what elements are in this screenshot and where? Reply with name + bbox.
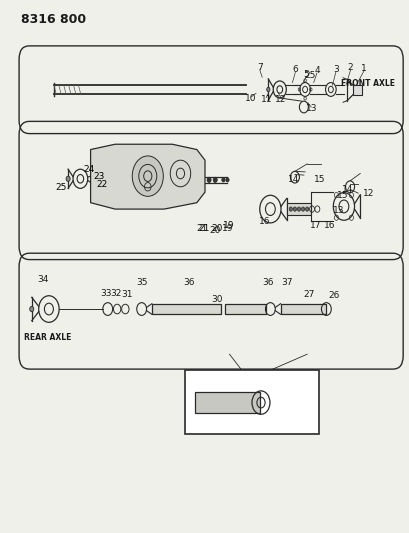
- Text: 36: 36: [262, 278, 273, 287]
- Text: 26: 26: [327, 291, 339, 300]
- Text: 33: 33: [100, 288, 111, 297]
- Text: 32: 32: [110, 288, 121, 297]
- Circle shape: [29, 306, 34, 312]
- Circle shape: [207, 177, 211, 182]
- Text: 12: 12: [274, 94, 285, 103]
- Text: 31: 31: [121, 290, 133, 299]
- Bar: [194, 392, 260, 413]
- Circle shape: [221, 177, 225, 182]
- Text: 34: 34: [37, 275, 48, 284]
- Text: 11: 11: [260, 94, 272, 103]
- Text: 10: 10: [245, 94, 256, 103]
- Bar: [286, 203, 310, 215]
- Bar: [352, 85, 361, 95]
- Text: 19: 19: [222, 221, 234, 230]
- Text: REAR AXLE: REAR AXLE: [24, 333, 71, 342]
- Text: 36: 36: [182, 278, 194, 287]
- Polygon shape: [90, 144, 204, 209]
- Text: 2: 2: [347, 63, 353, 72]
- Text: 19: 19: [221, 224, 233, 233]
- Text: 30: 30: [211, 295, 222, 304]
- Bar: [225, 304, 265, 314]
- Text: 6: 6: [292, 66, 297, 74]
- Text: 22: 22: [96, 180, 108, 189]
- Text: 27: 27: [303, 290, 314, 299]
- Text: 12: 12: [362, 189, 373, 198]
- Circle shape: [292, 207, 296, 211]
- Text: 1: 1: [360, 64, 366, 72]
- Text: 21: 21: [196, 224, 207, 233]
- Text: 23: 23: [93, 172, 104, 181]
- Text: 17: 17: [309, 221, 320, 230]
- Text: 16: 16: [258, 217, 270, 227]
- Text: 4: 4: [313, 66, 319, 75]
- Circle shape: [301, 207, 304, 211]
- Text: 15: 15: [336, 191, 347, 200]
- Text: 5: 5: [303, 70, 308, 78]
- Circle shape: [297, 207, 300, 211]
- Circle shape: [225, 177, 229, 182]
- Bar: [184, 370, 319, 434]
- Text: 8316 800: 8316 800: [21, 13, 86, 26]
- Text: 21: 21: [198, 224, 209, 233]
- Text: 24: 24: [83, 165, 94, 174]
- Circle shape: [266, 87, 269, 92]
- Circle shape: [305, 207, 308, 211]
- Text: FRONT AXLE: FRONT AXLE: [341, 78, 394, 87]
- Text: 20: 20: [209, 227, 220, 236]
- Circle shape: [288, 207, 292, 211]
- Circle shape: [213, 177, 217, 182]
- Text: 38: 38: [242, 415, 253, 424]
- Text: 25: 25: [304, 70, 315, 79]
- Circle shape: [66, 176, 70, 181]
- Circle shape: [132, 156, 163, 196]
- Bar: [151, 304, 221, 314]
- Text: 14: 14: [341, 185, 352, 194]
- Text: 39: 39: [260, 422, 272, 431]
- Text: 13: 13: [333, 206, 344, 215]
- Text: 35: 35: [136, 278, 147, 287]
- Text: 14: 14: [288, 175, 299, 184]
- Text: 37: 37: [280, 278, 292, 287]
- Text: 7: 7: [256, 63, 262, 71]
- Bar: [280, 304, 325, 314]
- Text: 25: 25: [55, 183, 67, 192]
- Text: 3: 3: [332, 66, 338, 74]
- Text: 20: 20: [211, 224, 222, 233]
- Text: 16: 16: [323, 221, 335, 230]
- Text: 13: 13: [305, 104, 316, 113]
- Text: 15: 15: [313, 175, 324, 184]
